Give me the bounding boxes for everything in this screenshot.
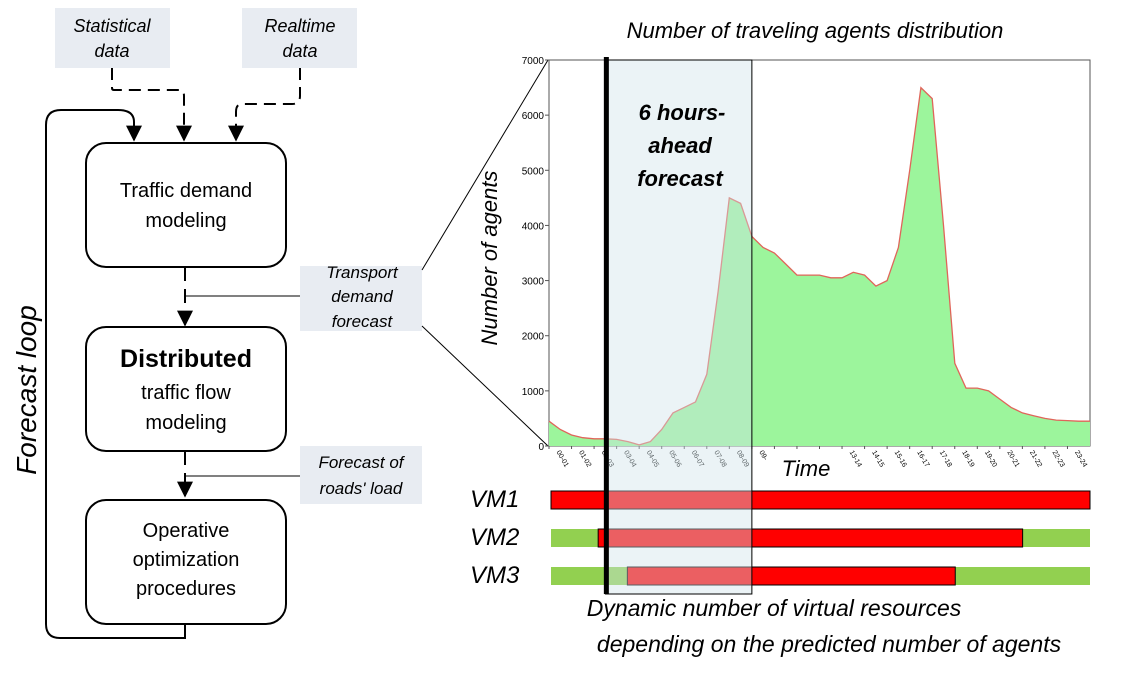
vm-label: VM2 xyxy=(470,524,519,551)
vm-rows: VM1 VM2 VM3 xyxy=(470,486,1091,589)
chart-area-fill xyxy=(549,87,1090,446)
note-transport-line1: Transport xyxy=(326,263,399,282)
note-roads-box xyxy=(300,446,422,504)
note-transport-line3: forecast xyxy=(332,312,394,331)
input-statistical-box xyxy=(55,8,170,68)
note-transport-line2: demand xyxy=(331,287,393,306)
y-tick-label: 6000 xyxy=(522,111,545,122)
input-realtime-line2: data xyxy=(282,41,317,61)
note-roads-line2: roads' load xyxy=(320,479,403,498)
forecast-loop-label: Forecast loop xyxy=(11,305,42,475)
x-tick-label: 23-24 xyxy=(1073,450,1088,469)
box-operative: Operative optimization procedures xyxy=(85,499,287,625)
y-tick-label: 2000 xyxy=(522,332,545,343)
y-tick-label: 4000 xyxy=(522,221,545,232)
note-transport-forecast: Transport demand forecast xyxy=(300,263,422,331)
x-tick-label: 14-15 xyxy=(870,450,885,469)
y-tick-label: 1000 xyxy=(522,387,545,398)
forecast-label-line3: forecast xyxy=(637,166,724,191)
note-roads-load: Forecast of roads' load xyxy=(300,446,422,504)
input-statistical-line2: data xyxy=(94,41,129,61)
chart-x-label: Time xyxy=(782,456,831,481)
box-traffic-demand-frame xyxy=(85,142,287,268)
chart-area-line xyxy=(548,86,1090,446)
forecast-window xyxy=(604,59,753,595)
x-tick-label: 19-20 xyxy=(983,450,998,469)
input-realtime: Realtime data xyxy=(242,8,357,68)
vm-label: VM3 xyxy=(470,562,520,589)
chart-y-label: Number of agents xyxy=(477,171,502,346)
chart-plot: 0 1000 2000 3000 4000 5000 6000 7000 00-01 01-02… xyxy=(522,56,1091,469)
vm-caption-line2: depending on the predicted number of age… xyxy=(597,631,1062,657)
y-tick-label: 0 xyxy=(538,442,544,453)
box-operative-line1: Operative xyxy=(143,520,230,542)
chart-title: Number of traveling agents distribution xyxy=(627,18,1004,43)
forecast-label-line2: ahead xyxy=(648,133,712,158)
x-tick-label: 15-16 xyxy=(893,450,908,469)
y-tick-label: 5000 xyxy=(522,166,545,177)
forecast-loop-arrow xyxy=(45,109,186,639)
x-tick-label: 17-18 xyxy=(938,450,953,469)
statistical-arrow xyxy=(111,68,192,142)
zoom-line-bottom xyxy=(421,325,549,447)
vm-label: VM1 xyxy=(470,486,519,513)
input-statistical: Statistical data xyxy=(55,8,170,68)
box-operative-frame xyxy=(85,499,287,625)
box-traffic-demand-line2: modeling xyxy=(145,210,226,232)
x-tick-label: 01-02 xyxy=(577,450,592,469)
vm-caption-line1: Dynamic number of virtual resources xyxy=(587,595,962,621)
box-operative-line3: procedures xyxy=(136,578,236,600)
vm-active-bar xyxy=(550,490,1091,510)
x-tick-label: 09- xyxy=(757,450,768,463)
input-realtime-box xyxy=(242,8,357,68)
box-operative-line2: optimization xyxy=(133,549,240,571)
vm-active-bar xyxy=(597,528,1024,548)
note-roads-line1: Forecast of xyxy=(318,453,405,472)
x-tick-label: 16-17 xyxy=(915,450,930,469)
box-traffic-demand: Traffic demand modeling xyxy=(85,142,287,268)
box-distributed-title: Distributed xyxy=(120,345,252,373)
x-tick-label: 18-19 xyxy=(960,450,975,469)
x-tick-label: 22-23 xyxy=(1050,450,1065,469)
input-statistical-line1: Statistical xyxy=(73,16,151,36)
x-tick-label: 21-22 xyxy=(1028,450,1043,469)
input-realtime-line1: Realtime xyxy=(264,16,335,36)
note-transport-box xyxy=(300,266,422,331)
box-traffic-demand-line1: Traffic demand xyxy=(120,180,252,202)
box-distributed-line2: modeling xyxy=(145,412,226,434)
y-tick-label: 7000 xyxy=(522,56,545,67)
box-distributed-line1: traffic flow xyxy=(141,382,231,404)
zoom-line-top xyxy=(421,59,549,271)
x-tick-label: 00-01 xyxy=(555,450,570,469)
forecast-label-line1: 6 hours- xyxy=(639,100,726,125)
y-tick-label: 3000 xyxy=(522,277,545,288)
realtime-arrow xyxy=(228,68,301,142)
box-distributed: Distributed traffic flow modeling xyxy=(85,326,287,452)
chart-y-ticks: 0 1000 2000 3000 4000 5000 6000 7000 xyxy=(522,56,549,453)
vm-active-bar xyxy=(626,566,956,586)
x-tick-label: 20-21 xyxy=(1005,450,1020,469)
x-tick-label: 13-14 xyxy=(848,450,863,469)
